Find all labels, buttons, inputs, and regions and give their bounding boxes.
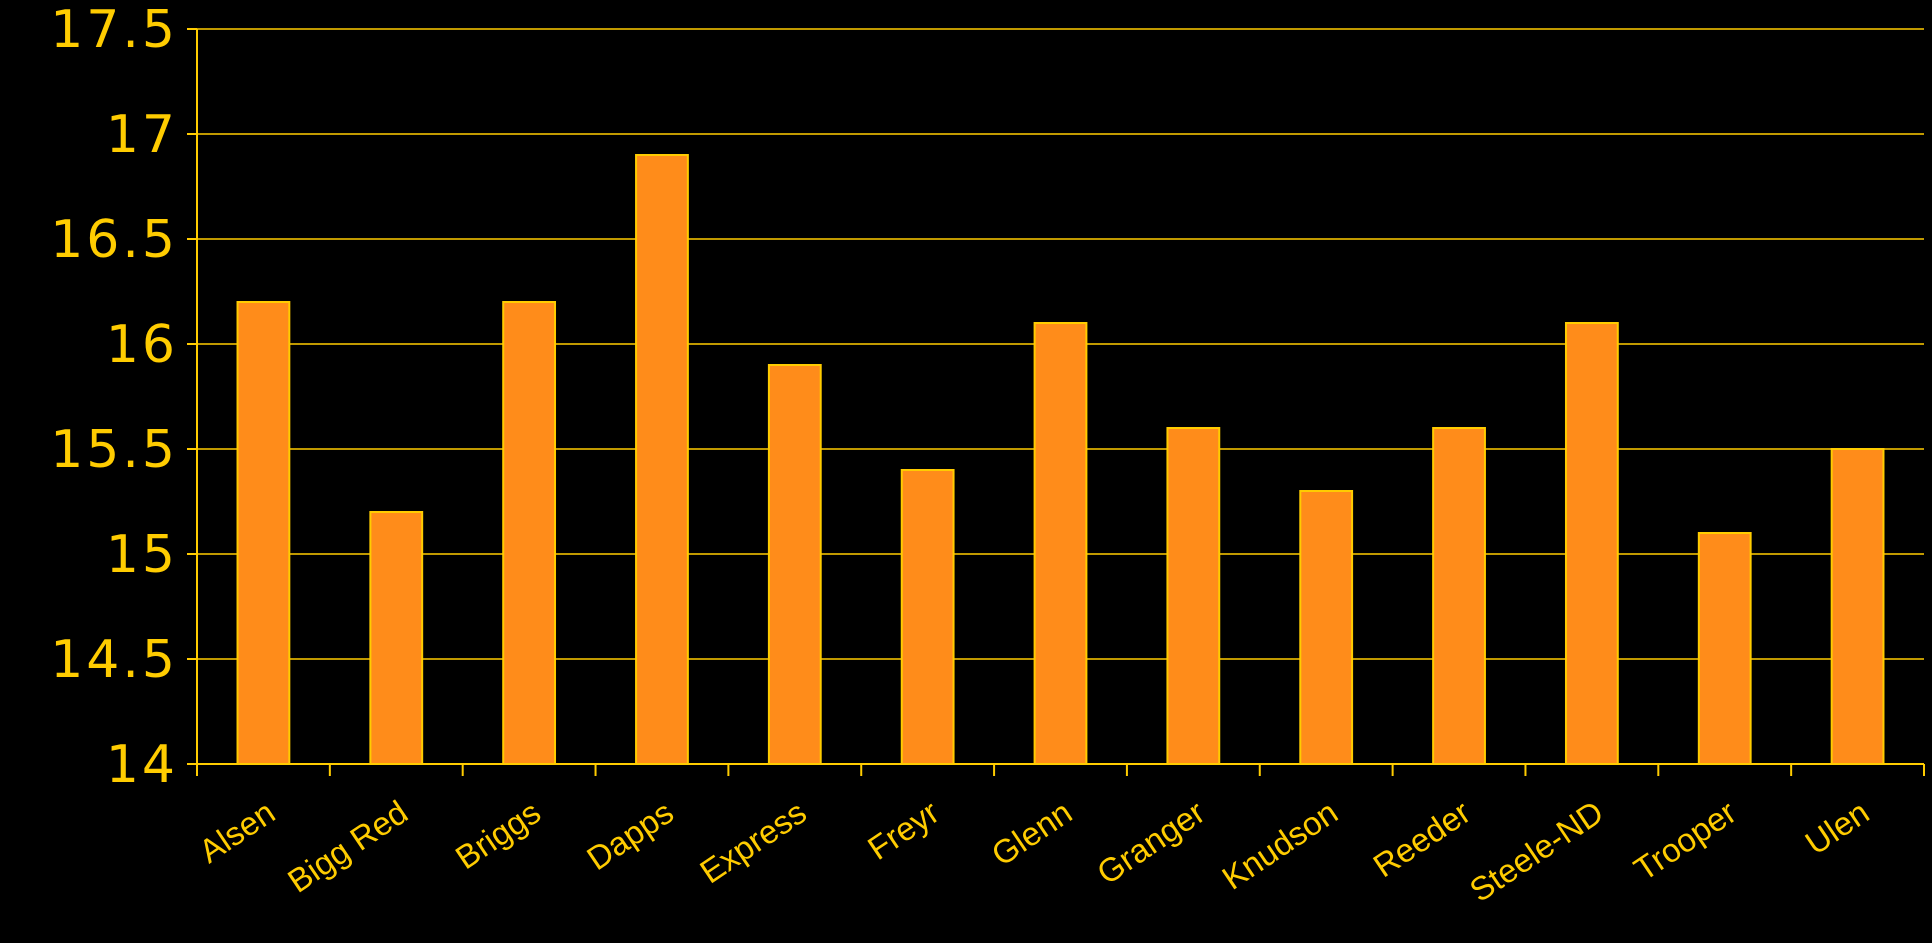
bar (1697, 532, 1752, 765)
bar (1432, 427, 1486, 765)
bar (502, 301, 557, 765)
bar (1166, 427, 1221, 765)
bar (767, 364, 822, 765)
bar (900, 469, 955, 765)
bar (1033, 322, 1088, 765)
y-tick-label: 17.5 (50, 0, 178, 60)
y-tick-label: 16 (106, 315, 178, 375)
y-tick-label: 16.5 (50, 210, 178, 270)
y-tick-label: 15.5 (50, 420, 178, 480)
bar (1830, 448, 1885, 765)
bar (369, 511, 424, 765)
bar (1299, 490, 1354, 765)
bar (1564, 322, 1619, 765)
y-tick-label: 15 (106, 525, 178, 585)
bar (635, 154, 689, 765)
bar (236, 301, 291, 765)
axes (187, 28, 1925, 776)
y-tick-label: 14.5 (50, 630, 178, 690)
y-tick-label: 14 (106, 735, 178, 795)
y-tick-label: 17 (106, 105, 178, 165)
